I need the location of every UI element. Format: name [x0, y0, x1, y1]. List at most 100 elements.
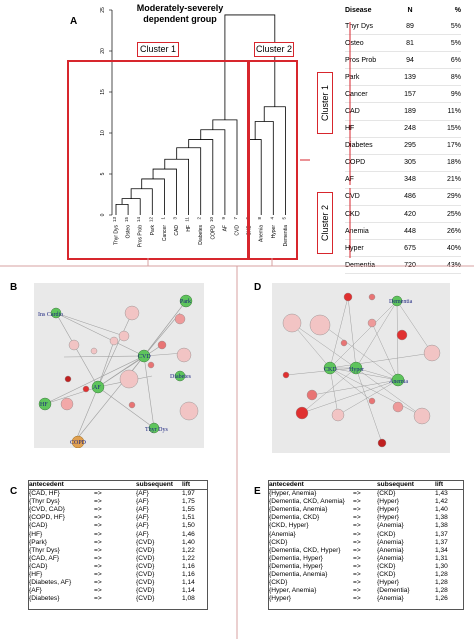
- leaf-number: 14: [136, 217, 141, 223]
- node-label: CKD: [324, 367, 337, 373]
- disease-table-row: CKD 420 25%: [345, 205, 461, 224]
- rule-lift: 1,97: [182, 490, 195, 498]
- network-d-labels: Dementia CKD Hyper Anemia: [324, 299, 413, 385]
- rule-antecedent: {CKD}: [269, 538, 288, 546]
- disease-n: 486: [391, 188, 429, 207]
- disease-n: 305: [391, 154, 429, 172]
- node-label: Dementia: [389, 299, 413, 305]
- rule-arrow: =>: [353, 498, 361, 506]
- disease-n: 348: [391, 171, 429, 189]
- y-tick-label: 25: [100, 7, 106, 13]
- subsequent-header: subsequent: [136, 481, 174, 488]
- e-rule-row: {Anemia} => {CKD} 1,37: [269, 531, 463, 539]
- disease-n: 81: [391, 34, 429, 53]
- rule-arrow: =>: [94, 587, 102, 595]
- rule-subsequent: {CKD}: [377, 490, 396, 498]
- c-rule-row: {CVD, CAD} => {AF} 1,55: [29, 506, 207, 514]
- e-rule-row: {Hyper, Anemia} => {Dementia} 1,28: [269, 587, 463, 595]
- disease-n: 94: [391, 51, 429, 70]
- disease-table-row: Diabetes 295 17%: [345, 137, 461, 155]
- leaf-label: Cancer: [162, 225, 168, 241]
- rule-lift: 1,14: [182, 579, 195, 587]
- rule-antecedent: {Hyper, Anemia}: [269, 490, 317, 498]
- cluster2-label: Cluster 2: [254, 42, 294, 57]
- rule-lift: 1,43: [435, 490, 448, 498]
- rule-arrow: =>: [94, 554, 102, 562]
- rule-arrow: =>: [94, 490, 102, 498]
- node-label: AF: [93, 385, 101, 391]
- lift-header: lift: [182, 481, 191, 488]
- rule-antecedent: {AF}: [29, 587, 42, 595]
- leaf-label: COPD: [210, 225, 216, 240]
- rule-antecedent: {Diabetes, AF}: [29, 579, 72, 587]
- rule-antecedent: {CAD, AF}: [29, 554, 60, 562]
- disease-n: 189: [391, 102, 429, 121]
- leaf-number: 3: [173, 217, 178, 220]
- rule-subsequent: {CVD}: [136, 538, 155, 546]
- rule-antecedent: {Anemia}: [269, 530, 296, 538]
- disease-pct: 6%: [429, 51, 461, 70]
- disease-n: 248: [391, 120, 429, 138]
- disease-table-row: HF24815%: [345, 120, 461, 138]
- rule-lift: 1,16: [182, 562, 195, 570]
- rule-subsequent: {AF}: [136, 490, 149, 498]
- rule-lift: 1,40: [182, 538, 195, 546]
- c-rule-row: {COPD, HF} => {AF} 1,51: [29, 514, 207, 522]
- dendrogram-title-line2: dependent group: [143, 14, 217, 24]
- dendrogram-leaf-numbers: 13 15 14 12 1 3 11 2 10 9 7 6 8 4 5: [112, 217, 286, 223]
- rule-arrow: =>: [94, 506, 102, 514]
- rule-antecedent: {CVD, CAD}: [29, 506, 65, 514]
- c-rule-row: {Park} => {CVD} 1,40: [29, 539, 207, 547]
- rule-lift: 1,38: [435, 514, 448, 522]
- disease-name: AF: [345, 171, 391, 189]
- leaf-number: 2: [197, 217, 202, 220]
- leaf-number: 10: [209, 217, 214, 223]
- rule-arrow: =>: [94, 514, 102, 522]
- disease-name: CKD: [345, 205, 391, 224]
- rule-lift: 1,28: [435, 587, 448, 595]
- rule-lift: 1,46: [182, 530, 195, 538]
- rule-lift: 1,40: [435, 506, 448, 514]
- rule-antecedent: {COPD, HF}: [29, 514, 65, 522]
- c-rule-row: {CAD} => {CVD} 1,16: [29, 563, 207, 571]
- rule-antecedent: {Dementia, Hyper}: [269, 562, 323, 570]
- e-rule-row: {Dementia, CKD} => {Hyper} 1,38: [269, 514, 463, 522]
- panel-label-e: E: [254, 486, 261, 497]
- disease-table-row: Park 139 8%: [345, 68, 461, 87]
- rule-antecedent: {Dementia, CKD}: [269, 514, 320, 522]
- network-b-svg: Ins Cardio Park CVD Diabetes AF HF Thyr …: [38, 294, 199, 449]
- rules-e-header: antecedent subsequent lift: [269, 481, 463, 491]
- node-label: CVD: [138, 354, 151, 360]
- rule-arrow: =>: [353, 546, 361, 554]
- rule-arrow: =>: [353, 587, 361, 595]
- cluster2-rect: [248, 60, 298, 260]
- disease-n: 139: [391, 68, 429, 87]
- disease-table-row: COPD 305 18%: [345, 154, 461, 172]
- rule-arrow: =>: [94, 562, 102, 570]
- rule-subsequent: {CVD}: [136, 579, 155, 587]
- disease-pct: 40%: [429, 239, 461, 258]
- network-d: Dementia CKD Hyper Anemia: [272, 283, 450, 453]
- rule-subsequent: {CKD}: [377, 530, 396, 538]
- e-rule-row: {CKD, Hyper} => {Anemia} 1,38: [269, 522, 463, 530]
- rule-arrow: =>: [94, 546, 102, 554]
- disease-name: Anemia: [345, 222, 391, 241]
- dendrogram-title: Moderately-severely dependent group: [125, 3, 235, 25]
- rule-lift: 1,55: [182, 506, 195, 514]
- disease-name: Park: [345, 68, 391, 87]
- leaf-label: CAD: [174, 225, 180, 236]
- rule-antecedent: {CKD, Hyper}: [269, 522, 309, 530]
- rule-antecedent: {Dementia, Hyper}: [269, 554, 323, 562]
- disease-table-row: Pros Prob 94 6%: [345, 51, 461, 70]
- disease-name: CVD: [345, 188, 391, 207]
- e-rule-row: {CKD} => {Hyper} 1,28: [269, 579, 463, 587]
- rule-antecedent: {Diabetes}: [29, 595, 60, 603]
- leaf-number: 9: [221, 217, 226, 220]
- table-brackets: [300, 22, 351, 258]
- network-d-edges: [285, 296, 433, 444]
- disease-pct: 21%: [429, 171, 461, 189]
- disease-pct: 18%: [429, 154, 461, 172]
- arrow-header: [353, 481, 377, 489]
- rule-lift: 1,37: [435, 530, 448, 538]
